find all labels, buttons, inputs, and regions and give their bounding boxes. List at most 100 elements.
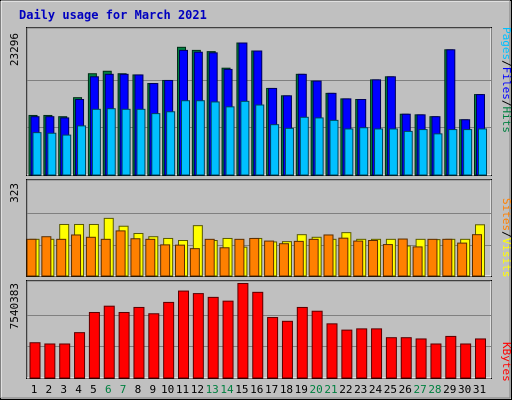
- x-tick-label: 18: [280, 383, 293, 396]
- visits-sites-bar: [189, 248, 200, 277]
- kbytes-kbytes-bar: [148, 313, 160, 379]
- x-tick-label: 22: [339, 383, 352, 396]
- visits-sites-bar: [85, 236, 96, 277]
- hits-pages-bar: [284, 127, 294, 176]
- hits-pages-bar: [255, 104, 265, 176]
- x-tick-label: 8: [135, 383, 142, 396]
- kbytes-kbytes-bar: [237, 283, 249, 379]
- hits-pages-bar: [388, 128, 398, 176]
- kbytes-kbytes-bar: [326, 323, 338, 379]
- kbytes-kbytes-bar: [192, 293, 204, 379]
- kbytes-kbytes-bar: [311, 310, 323, 379]
- kbytes-kbytes-bar: [133, 306, 145, 379]
- visits-sites-bar: [264, 240, 275, 277]
- hits-pages-bar: [32, 132, 42, 176]
- hits-pages-bar: [181, 100, 190, 176]
- hits-legend: Pages/Files/Hits: [500, 27, 512, 133]
- visits-sites-bar: [353, 240, 364, 277]
- visits-sites-bar: [323, 234, 334, 277]
- chart-title: Daily usage for March 2021: [19, 8, 207, 22]
- hits-pages-bar: [374, 128, 384, 176]
- kbytes-legend-item: KBytes: [500, 342, 512, 382]
- hits-pages-bar: [403, 130, 413, 176]
- kbytes-kbytes-bar: [118, 311, 130, 379]
- visits-sites-bar: [26, 238, 37, 277]
- x-tick-label: 6: [105, 383, 112, 396]
- hits-pages-bar: [448, 129, 458, 176]
- visits-legend-item: Sites: [500, 198, 512, 231]
- hits-pages-bar: [195, 100, 205, 176]
- hits-panel: 23296 Pages/Files/Hits: [8, 27, 512, 176]
- kbytes-kbytes-bar: [430, 343, 442, 379]
- hits-pages-bar: [77, 125, 87, 176]
- hits-pages-bar: [121, 108, 131, 176]
- kbytes-kbytes-bar: [460, 343, 472, 379]
- hits-pages-bar: [47, 132, 57, 176]
- visits-sites-bar: [41, 236, 52, 277]
- hits-legend-item: Files: [500, 67, 512, 100]
- x-tick-label: 15: [235, 383, 248, 396]
- kbytes-kbytes-bar: [178, 290, 189, 379]
- visits-sites-bar: [278, 243, 289, 277]
- x-tick-label: 21: [324, 383, 337, 396]
- x-tick-label: 11: [176, 383, 189, 396]
- x-tick-label: 7: [120, 383, 127, 396]
- x-tick-label: 20: [310, 383, 323, 396]
- kbytes-kbytes-bar: [222, 300, 234, 379]
- hits-pages-bar: [344, 128, 354, 176]
- visits-sites-bar: [56, 238, 67, 277]
- hits-pages-bar: [210, 101, 220, 176]
- x-tick-label: 16: [250, 383, 263, 396]
- kbytes-kbytes-bar: [341, 329, 353, 379]
- hits-legend-item: Hits: [500, 107, 512, 134]
- x-tick-label: 25: [384, 383, 397, 396]
- visits-sites-bar: [397, 238, 408, 277]
- visits-sites-bar: [412, 246, 423, 277]
- visits-panel: 323 Sites/Visits: [8, 179, 512, 278]
- kbytes-kbytes-bar: [385, 337, 397, 379]
- hits-legend-item: /: [500, 100, 512, 107]
- x-tick-label: 1: [31, 383, 38, 396]
- visits-sites-bar: [427, 238, 438, 277]
- visits-sites-bar: [308, 238, 319, 277]
- kbytes-kbytes-bar: [281, 320, 293, 379]
- x-tick-label: 29: [443, 383, 456, 396]
- kbytes-kbytes-bar: [207, 296, 219, 379]
- visits-sites-bar: [234, 238, 245, 277]
- kbytes-ymax-label: 7540383: [8, 283, 21, 329]
- visits-sites-bar: [71, 234, 82, 277]
- hits-pages-bar: [463, 129, 473, 176]
- x-tick-label: 23: [354, 383, 367, 396]
- visits-sites-bar: [145, 238, 156, 277]
- kbytes-kbytes-bar: [371, 328, 383, 379]
- x-tick-label: 14: [220, 383, 234, 396]
- hits-legend-item: /: [500, 60, 512, 67]
- hits-pages-bar: [478, 128, 487, 176]
- kbytes-kbytes-bar: [356, 328, 368, 379]
- hits-pages-bar: [359, 127, 369, 176]
- visits-legend-item: /: [500, 231, 512, 238]
- hits-pages-bar: [91, 108, 101, 176]
- hits-pages-bar: [329, 119, 339, 176]
- hits-pages-bar: [136, 108, 146, 176]
- visits-sites-bar: [472, 234, 482, 277]
- x-tick-label: 13: [206, 383, 219, 396]
- kbytes-kbytes-bar: [296, 306, 308, 379]
- visits-sites-bar: [204, 238, 215, 277]
- hits-pages-bar: [240, 100, 250, 176]
- hits-pages-bar: [314, 117, 324, 176]
- hits-pages-bar: [106, 108, 116, 176]
- x-tick-label: 17: [265, 383, 278, 396]
- visits-sites-bar: [175, 244, 185, 277]
- kbytes-kbytes-bar: [415, 338, 427, 379]
- x-tick-label: 4: [75, 383, 82, 396]
- hits-pages-bar: [418, 129, 428, 176]
- visits-sites-bar: [115, 230, 126, 277]
- kbytes-legend: KBytes: [500, 342, 512, 382]
- visits-sites-bar: [293, 240, 304, 277]
- kbytes-kbytes-bar: [400, 337, 412, 379]
- x-tick-label: 31: [473, 383, 486, 396]
- hits-pages-bar: [433, 133, 443, 176]
- visits-sites-bar: [160, 244, 171, 277]
